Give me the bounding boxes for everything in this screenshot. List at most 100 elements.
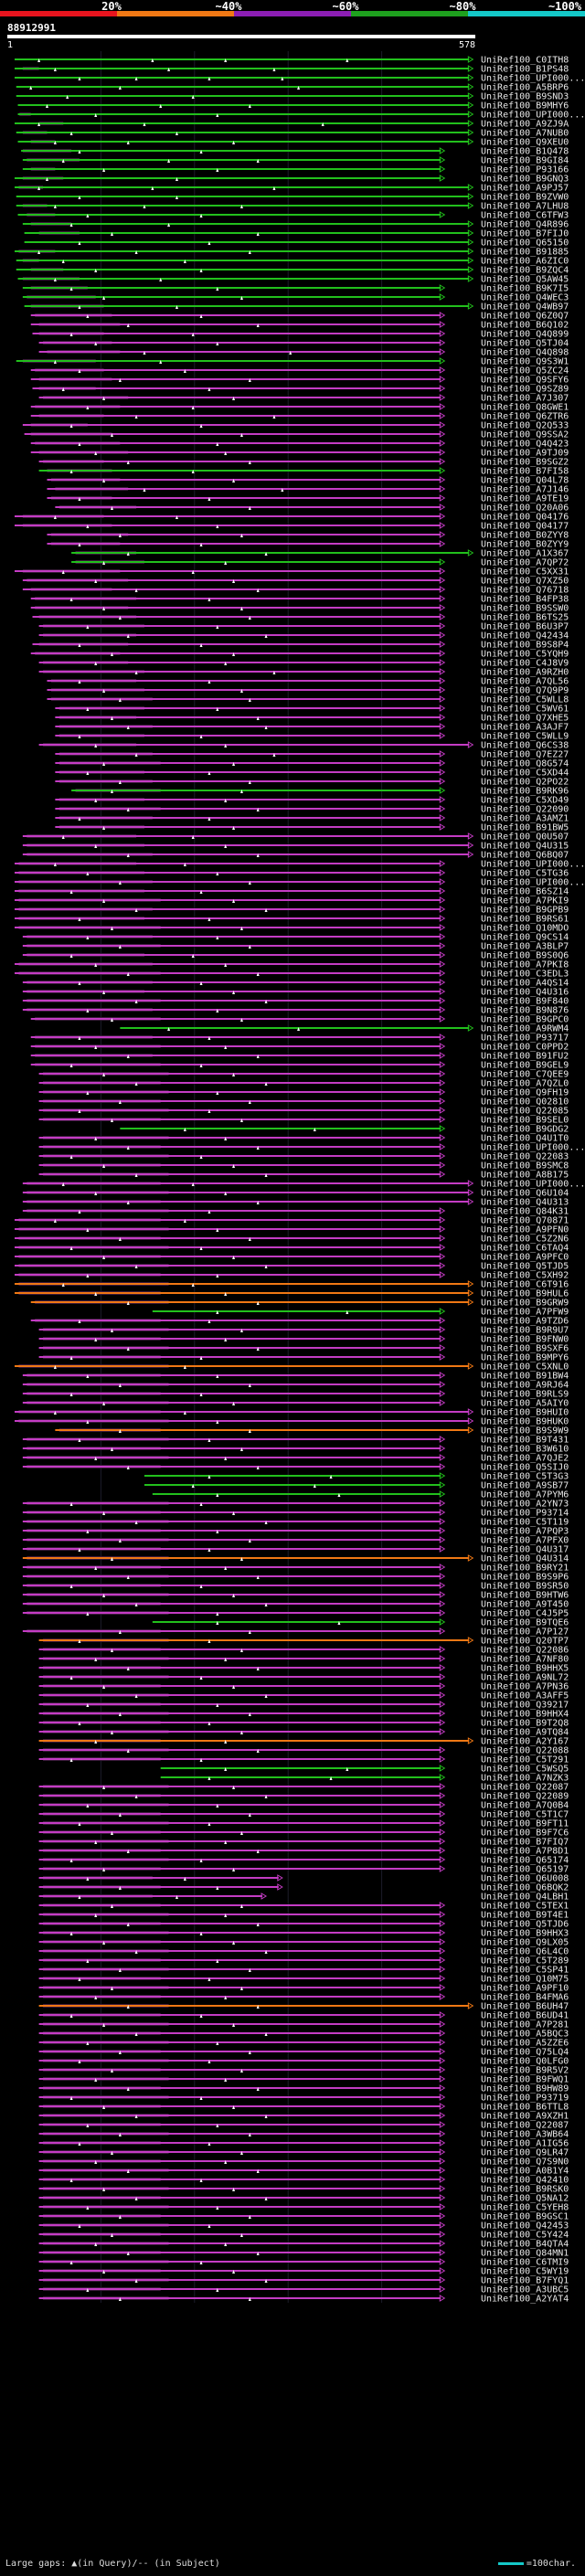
- hit-label[interactable]: UniRef100_B9SSW0: [481, 604, 569, 614]
- hit-label[interactable]: UniRef100_C6TMI9: [481, 2258, 569, 2268]
- hit-label[interactable]: UniRef100_B9HUK0: [481, 1417, 569, 1427]
- hit-label[interactable]: UniRef100_Q4LBH1: [481, 1892, 569, 1903]
- hit-label[interactable]: UniRef100_UPI000...: [481, 111, 585, 121]
- hit-row[interactable]: UniRef100_Q5TJ04: [38, 339, 569, 349]
- hit-label[interactable]: UniRef100_A7PKI8: [481, 960, 569, 970]
- hit-row[interactable]: UniRef100_A3UBC5: [38, 2285, 569, 2295]
- hit-label[interactable]: UniRef100_B7FIJ0: [481, 229, 569, 239]
- hit-label[interactable]: UniRef100_C5Y424: [481, 2231, 569, 2241]
- hit-label[interactable]: UniRef100_A7P8D1: [481, 1847, 569, 1857]
- hit-label[interactable]: UniRef100_B91BW4: [481, 1372, 569, 1382]
- hit-label[interactable]: UniRef100_Q5AW45: [481, 275, 569, 285]
- hit-label[interactable]: UniRef100_Q6CS38: [481, 741, 569, 751]
- hit-label[interactable]: UniRef100_B9S9P6: [481, 1573, 569, 1583]
- hit-row[interactable]: UniRef100_Q5NA12: [38, 2194, 569, 2204]
- hit-row[interactable]: UniRef100_Q22088: [38, 1746, 569, 1756]
- hit-label[interactable]: UniRef100_B9GDG2: [481, 1125, 569, 1135]
- hit-row[interactable]: UniRef100_A7NZK3: [160, 1774, 569, 1784]
- hit-row[interactable]: UniRef100_Q6CS38: [38, 741, 569, 751]
- hit-row[interactable]: UniRef100_B9ZQC4: [16, 266, 569, 276]
- hit-row[interactable]: UniRef100_B9GEL9: [30, 1061, 569, 1071]
- hit-row[interactable]: UniRef100_Q20TP7: [38, 1637, 569, 1647]
- hit-label[interactable]: UniRef100_B9HTW6: [481, 1591, 569, 1601]
- hit-row[interactable]: UniRef100_A2YAT4: [38, 2295, 569, 2305]
- hit-row[interactable]: UniRef100_B91BW5: [55, 823, 569, 833]
- hit-label[interactable]: UniRef100_B0ZYY9: [481, 540, 569, 550]
- hit-row[interactable]: UniRef100_UPI000...: [14, 860, 585, 870]
- hit-row[interactable]: UniRef100_B1Q478: [21, 147, 569, 157]
- hit-label[interactable]: UniRef100_P93714: [481, 1509, 569, 1519]
- hit-row[interactable]: UniRef100_A9T450: [22, 1600, 569, 1610]
- hit-label[interactable]: UniRef100_Q9SSA2: [481, 430, 569, 440]
- hit-label[interactable]: UniRef100_Q9LR47: [481, 2148, 569, 2158]
- hit-row[interactable]: UniRef100_Q2Q533: [22, 421, 569, 431]
- hit-row[interactable]: UniRef100_C5XD49: [55, 796, 569, 806]
- hit-row[interactable]: UniRef100_Q5ZC24: [30, 366, 569, 376]
- hit-label[interactable]: UniRef100_Q39217: [481, 1701, 569, 1711]
- hit-label[interactable]: UniRef100_A3AFF5: [481, 1691, 569, 1701]
- hit-row[interactable]: UniRef100_B7FYQ1: [38, 2276, 569, 2286]
- hit-row[interactable]: UniRef100_A9RJ64: [22, 1381, 569, 1391]
- hit-label[interactable]: UniRef100_Q6BQ07: [481, 851, 569, 861]
- hit-row[interactable]: UniRef100_B9TQE6: [152, 1618, 569, 1628]
- hit-label[interactable]: UniRef100_A9RWM4: [481, 1024, 569, 1034]
- hit-label[interactable]: UniRef100_Q75LQ4: [481, 2048, 569, 2058]
- hit-label[interactable]: UniRef100_Q20TP7: [481, 1637, 569, 1647]
- hit-row[interactable]: UniRef100_A7P8D1: [38, 1847, 569, 1857]
- hit-row[interactable]: UniRef100_C0PPD2: [30, 1043, 569, 1053]
- hit-label[interactable]: UniRef100_A9RJ64: [481, 1381, 569, 1391]
- hit-row[interactable]: UniRef100_C5YEH8: [38, 2203, 569, 2213]
- hit-label[interactable]: UniRef100_Q5NA12: [481, 2194, 569, 2204]
- hit-label[interactable]: UniRef100_UPI000...: [481, 878, 585, 888]
- hit-label[interactable]: UniRef100_B9SND3: [481, 92, 569, 102]
- hit-label[interactable]: UniRef100_A1IG56: [481, 2139, 569, 2149]
- hit-row[interactable]: UniRef100_C5WV61: [55, 705, 569, 715]
- hit-row[interactable]: UniRef100_Q70871: [14, 1216, 569, 1226]
- hit-row[interactable]: UniRef100_B9SMC8: [38, 1161, 569, 1171]
- hit-row[interactable]: UniRef100_A9SB77: [144, 1481, 569, 1491]
- hit-row[interactable]: UniRef100_B0ZYY8: [47, 531, 569, 541]
- hit-row[interactable]: UniRef100_Q84MN1: [38, 2249, 569, 2259]
- hit-label[interactable]: UniRef100_C5XNL0: [481, 1362, 569, 1373]
- hit-label[interactable]: UniRef100_Q4U313: [481, 1198, 569, 1208]
- hit-label[interactable]: UniRef100_C6T916: [481, 1280, 569, 1290]
- hit-label[interactable]: UniRef100_Q9XEU0: [481, 138, 569, 148]
- hit-row[interactable]: UniRef100_Q7EZ27: [55, 750, 569, 760]
- hit-row[interactable]: UniRef100_B7FIJ0: [24, 229, 569, 239]
- hit-label[interactable]: UniRef100_C5T289: [481, 1956, 569, 1966]
- hit-row[interactable]: UniRef100_Q5SIJ0: [22, 1463, 569, 1473]
- hit-label[interactable]: UniRef100_B9F840: [481, 997, 569, 1007]
- hit-label[interactable]: UniRef100_Q9SZ89: [481, 385, 569, 395]
- hit-row[interactable]: UniRef100_C5YQH9: [30, 650, 569, 660]
- hit-label[interactable]: UniRef100_B9S8P4: [481, 641, 569, 651]
- hit-row[interactable]: UniRef100_A7NF80: [38, 1655, 569, 1665]
- hit-label[interactable]: UniRef100_C5XX31: [481, 567, 569, 578]
- hit-label[interactable]: UniRef100_A5AIY0: [481, 1399, 569, 1409]
- hit-row[interactable]: UniRef100_A9XZH1: [38, 2112, 569, 2122]
- hit-row[interactable]: UniRef100_B1PS48: [14, 65, 569, 75]
- hit-label[interactable]: UniRef100_B4FP38: [481, 595, 569, 605]
- hit-row[interactable]: UniRef100_C0ITH8: [14, 56, 569, 66]
- hit-row[interactable]: UniRef100_Q42453: [38, 2221, 569, 2231]
- hit-label[interactable]: UniRef100_A7PKI9: [481, 896, 569, 906]
- hit-row[interactable]: UniRef100_C6TAQ4: [14, 1244, 569, 1254]
- hit-row[interactable]: UniRef100_Q4U316: [22, 988, 569, 998]
- hit-label[interactable]: UniRef100_Q22087: [481, 1783, 569, 1793]
- hit-label[interactable]: UniRef100_C5TEX1: [481, 1902, 569, 1912]
- hit-label[interactable]: UniRef100_Q4WB97: [481, 302, 569, 313]
- hit-row[interactable]: UniRef100_A9PFC0: [14, 1253, 569, 1263]
- hit-label[interactable]: UniRef100_A7PN36: [481, 1682, 569, 1692]
- hit-row[interactable]: UniRef100_A9PJ57: [14, 184, 569, 194]
- hit-row[interactable]: UniRef100_B6TTL8: [38, 2103, 569, 2113]
- hit-label[interactable]: UniRef100_Q6Z0Q7: [481, 312, 569, 322]
- hit-row[interactable]: UniRef100_A7LHU8: [16, 202, 569, 212]
- hit-row[interactable]: UniRef100_C5WLL8: [47, 695, 569, 705]
- hit-row[interactable]: UniRef100_Q7XZ50: [22, 577, 569, 587]
- hit-label[interactable]: UniRef100_B9S0Q6: [481, 951, 569, 961]
- hit-row[interactable]: UniRef100_B4FP38: [30, 595, 569, 605]
- hit-row[interactable]: UniRef100_B9F7C6: [38, 1829, 569, 1839]
- hit-label[interactable]: UniRef100_B9T431: [481, 1436, 569, 1446]
- hit-label[interactable]: UniRef100_Q22085: [481, 1107, 569, 1117]
- hit-row[interactable]: UniRef100_Q65150: [24, 239, 569, 249]
- hit-row[interactable]: UniRef100_B6TS25: [32, 613, 569, 623]
